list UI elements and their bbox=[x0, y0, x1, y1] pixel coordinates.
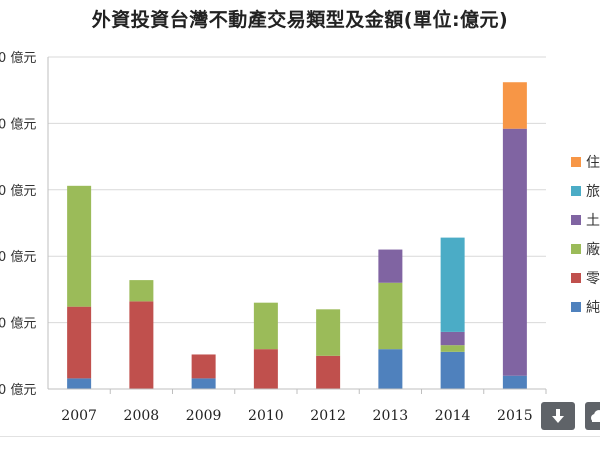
gridlines bbox=[48, 56, 546, 324]
x-tick-label: 2014 bbox=[435, 408, 471, 424]
bar-segment-2012-零 bbox=[316, 355, 341, 389]
legend-swatch-純 bbox=[571, 302, 581, 312]
legend-label: 旅 bbox=[586, 184, 600, 200]
cloud-icon bbox=[591, 410, 600, 422]
x-tick-label: 2015 bbox=[497, 408, 533, 424]
y-tick-labels: 0 億元 0 億元 0 億元 0 億元 0 億元 0 億元 bbox=[0, 50, 36, 398]
x-tick-label: 2007 bbox=[61, 408, 97, 424]
cloud-button[interactable] bbox=[585, 402, 600, 430]
y-tick-label: 0 億元 bbox=[0, 183, 36, 199]
bar-segment-2008-廠 bbox=[129, 280, 154, 302]
x-tick-label: 2008 bbox=[124, 408, 160, 424]
legend-swatch-零 bbox=[571, 273, 581, 283]
bar-segment-2007-零 bbox=[67, 306, 92, 379]
legend-label: 純 bbox=[586, 300, 600, 316]
bar-segment-2013-純 bbox=[378, 349, 403, 389]
legend-swatch-廠 bbox=[571, 244, 581, 254]
bar-segment-2008-零 bbox=[129, 301, 154, 389]
x-tick-labels: 2007 2008 2009 2010 2012 2013 2014 2015 bbox=[61, 408, 532, 424]
legend-swatch-土 bbox=[571, 215, 581, 225]
bar-segment-2014-廠 bbox=[440, 345, 465, 352]
bar-segment-2015-純 bbox=[502, 375, 527, 389]
legend-label: 土 bbox=[586, 213, 600, 229]
bars bbox=[67, 82, 527, 389]
legend-swatch-旅 bbox=[571, 186, 581, 196]
bar-segment-2014-純 bbox=[440, 351, 465, 389]
bottom-divider bbox=[0, 436, 600, 437]
chart-title: 外資投資台灣不動產交易類型及金額(單位:億元) bbox=[91, 9, 509, 31]
x-tick-label: 2010 bbox=[248, 408, 284, 424]
bar-segment-2015-住 bbox=[502, 82, 527, 129]
bar-segment-2010-廠 bbox=[253, 302, 278, 350]
y-tick-label: 0 億元 bbox=[0, 116, 36, 132]
bar-segment-2009-零 bbox=[191, 354, 216, 379]
bar-segment-2007-廠 bbox=[67, 185, 92, 307]
legend-swatch-住 bbox=[571, 157, 581, 167]
bar-segment-2015-土 bbox=[502, 128, 527, 376]
legend-label: 廠 bbox=[586, 241, 600, 258]
y-tick-label: 0 億元 bbox=[0, 249, 36, 265]
x-tick-label: 2012 bbox=[310, 408, 346, 424]
legend-label: 零 bbox=[586, 271, 600, 287]
y-tick-label: 0 億元 bbox=[0, 50, 36, 66]
bar-segment-2010-零 bbox=[253, 349, 278, 389]
download-icon bbox=[552, 409, 564, 423]
axes bbox=[47, 57, 547, 394]
x-tick-label: 2013 bbox=[373, 408, 409, 424]
x-tick-label: 2009 bbox=[186, 408, 222, 424]
bar-segment-2014-土 bbox=[440, 331, 465, 346]
legend-label: 住 bbox=[586, 155, 600, 171]
bar-segment-2007-純 bbox=[67, 378, 92, 389]
bar-segment-2009-純 bbox=[191, 378, 216, 389]
bar-segment-2014-旅 bbox=[440, 237, 465, 332]
bar-segment-2012-廠 bbox=[316, 309, 341, 356]
download-button[interactable] bbox=[541, 402, 575, 430]
y-tick-label: 0 億元 bbox=[0, 316, 36, 332]
bar-segment-2013-土 bbox=[378, 249, 403, 283]
bar-segment-2013-廠 bbox=[378, 282, 403, 350]
y-tick-label: 0 億元 bbox=[0, 382, 36, 398]
